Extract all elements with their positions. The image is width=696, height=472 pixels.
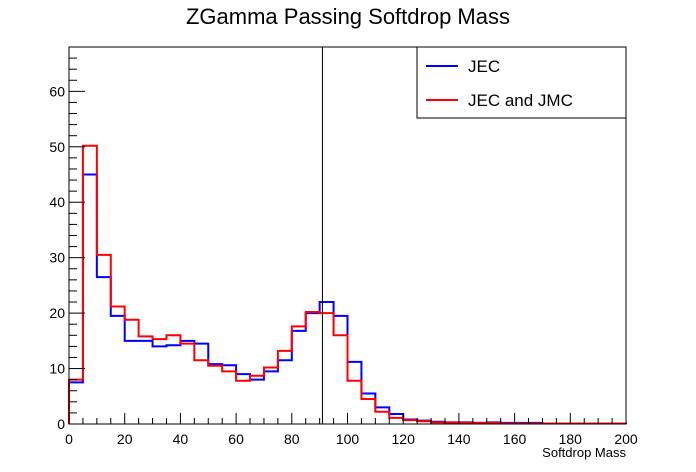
y-tick-label: 30: [49, 250, 65, 266]
y-tick-label: 20: [49, 305, 65, 321]
legend-box: [416, 46, 627, 119]
x-axis-title: Softdrop Mass: [542, 445, 626, 460]
y-tick-label: 10: [49, 361, 65, 377]
chart-title: ZGamma Passing Softdrop Mass: [186, 4, 510, 29]
series-jec-and-jmc-line: [68, 144, 627, 425]
x-tick-label: 0: [65, 431, 73, 447]
legend-label-jec: JEC: [468, 57, 500, 76]
x-tick-label: 180: [559, 431, 583, 447]
y-tick-label: 40: [49, 194, 65, 210]
x-tick-label: 20: [117, 431, 133, 447]
x-tick-label: 120: [392, 431, 416, 447]
y-tick-label: 0: [57, 416, 65, 432]
x-tick-label: 160: [503, 431, 527, 447]
y-tick-label: 60: [49, 83, 65, 99]
x-tick-label: 200: [614, 431, 638, 447]
legend-label-jec-and-jmc: JEC and JMC: [468, 91, 573, 110]
x-axis: 0 20 40 60 80 100 120 140 160 180 200: [65, 413, 638, 447]
x-tick-label: 80: [284, 431, 300, 447]
y-tick-label: 50: [49, 139, 65, 155]
x-tick-label: 100: [336, 431, 360, 447]
legend: JEC JEC and JMC: [416, 46, 627, 119]
x-tick-label: 60: [228, 431, 244, 447]
x-tick-label: 140: [447, 431, 471, 447]
x-tick-label: 40: [173, 431, 189, 447]
y-axis: 0 10 20 30 40 50 60: [49, 46, 85, 432]
